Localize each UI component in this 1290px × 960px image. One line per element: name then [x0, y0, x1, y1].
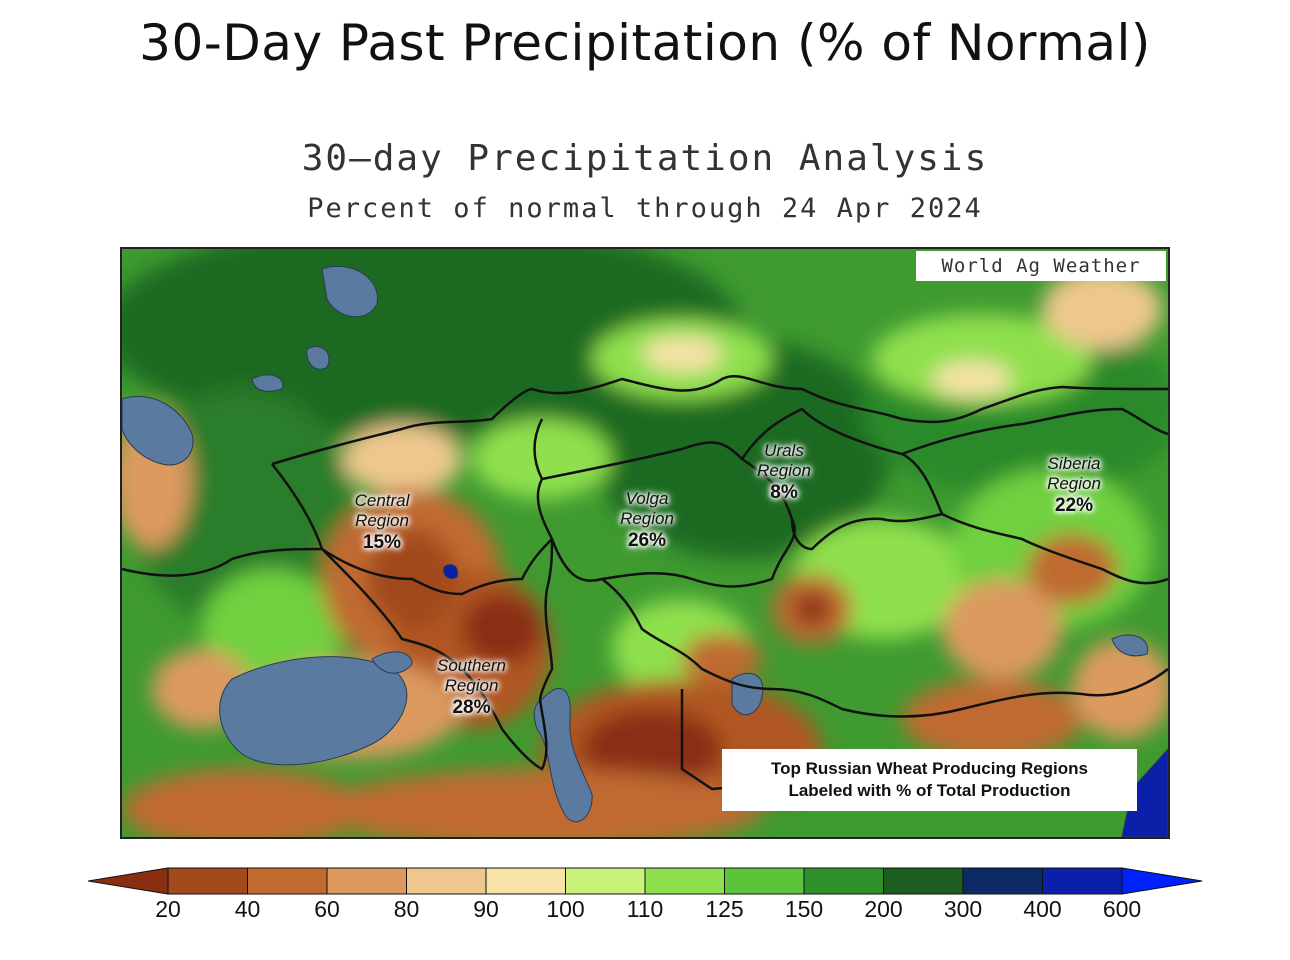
region-name-line1: Urals	[764, 441, 804, 460]
region-name-line2: Region	[1047, 474, 1101, 493]
water-bodies	[122, 265, 1168, 837]
map-title: 30—day Precipitation Analysis	[301, 138, 989, 179]
colorbar-cell	[565, 867, 646, 895]
colorbar-tick-label: 150	[784, 896, 824, 922]
credit-label: World Ag Weather	[916, 251, 1166, 281]
colorbar-tick-label: 90	[473, 896, 499, 922]
region-pct: 22%	[1054, 495, 1094, 516]
white-sea	[321, 265, 378, 318]
colorbar-cell	[724, 867, 805, 895]
colorbar-cell	[406, 867, 487, 895]
map-canvas	[122, 249, 1168, 837]
region-name-line1: Southern	[437, 656, 506, 675]
colorbar	[88, 867, 1203, 895]
northern-boundary	[271, 374, 1168, 466]
region-name-line2: Region	[757, 461, 811, 480]
sea-of-azov	[371, 651, 413, 674]
region-pct: 28%	[452, 697, 491, 718]
southern-region-label: Southern Region 28%	[419, 656, 524, 718]
colorbar-tick-label: 110	[626, 896, 664, 922]
colorbar-tick-label: 600	[1102, 896, 1142, 922]
colorbar-tick-label: 300	[943, 896, 983, 922]
colorbar-tick-label: 80	[393, 896, 420, 922]
colorbar-extend-low	[88, 867, 169, 895]
region-boundaries	[122, 374, 1168, 791]
colorbar-tick-label: 60	[314, 896, 340, 922]
map-legend-box: Top Russian Wheat Producing Regions Labe…	[722, 749, 1137, 811]
siberia-region-boundary	[901, 407, 1168, 585]
central-region-label: Central Region 15%	[332, 491, 432, 553]
kazakh-border	[601, 578, 1168, 718]
legend-line2: Labeled with % of Total Production	[788, 781, 1071, 800]
colorbar-tick-label: 125	[705, 896, 744, 922]
lake-balkhash	[1111, 634, 1149, 657]
region-name-line2: Region	[444, 676, 499, 695]
colorbar-tick-label: 400	[1023, 896, 1062, 922]
urals-region-boundary	[740, 407, 944, 551]
black-sea	[219, 656, 408, 766]
siberia-region-label: Siberia Region 22%	[1024, 454, 1124, 516]
caspian-sea	[533, 688, 593, 823]
legend-line1: Top Russian Wheat Producing Regions	[770, 759, 1089, 778]
colorbar-cell	[167, 867, 248, 895]
region-pct: 8%	[770, 482, 798, 503]
southern-region-boundary	[321, 538, 554, 771]
colorbar-tick-label: 20	[155, 896, 181, 922]
reservoir	[443, 564, 459, 580]
map-subtitle: Percent of normal through 24 Apr 2024	[307, 193, 983, 224]
colorbar-cell	[247, 867, 328, 895]
region-pct: 26%	[627, 530, 667, 551]
precipitation-map: World Ag Weather Central Region 15% Volg…	[120, 247, 1170, 839]
region-name-line2: Region	[355, 511, 409, 530]
urals-region-label: Urals Region 8%	[734, 441, 834, 503]
colorbar-cell	[644, 867, 725, 895]
region-name-line2: Region	[620, 509, 674, 528]
gulf-of-finland	[251, 374, 284, 392]
colorbar-cell	[1042, 867, 1123, 895]
colorbar-tick-label: 200	[864, 896, 903, 922]
se-water	[1121, 748, 1168, 837]
region-name-line1: Central	[354, 491, 410, 510]
west-border	[122, 547, 323, 577]
colorbar-tick-label: 40	[234, 896, 261, 922]
colorbar-cell	[485, 867, 566, 895]
page-title: 30-Day Past Precipitation (% of Normal)	[139, 14, 1151, 72]
baltic-sea	[122, 395, 194, 466]
region-name-line1: Siberia	[1047, 454, 1101, 473]
colorbar-cell	[326, 867, 407, 895]
colorbar-extend-high	[1121, 867, 1203, 895]
region-pct: 15%	[362, 532, 402, 553]
colorbar-cells	[88, 867, 1203, 895]
colorbar-cell	[803, 867, 884, 895]
volga-region-label: Volga Region 26%	[597, 489, 697, 551]
precipitation-field	[122, 249, 1168, 837]
colorbar-cell	[883, 867, 964, 895]
colorbar-tick-label: 100	[546, 896, 585, 922]
colorbar-cell	[962, 867, 1043, 895]
lake-ladoga	[306, 346, 330, 370]
volga-region-boundary	[541, 441, 796, 588]
region-name-line1: Volga	[625, 489, 669, 508]
